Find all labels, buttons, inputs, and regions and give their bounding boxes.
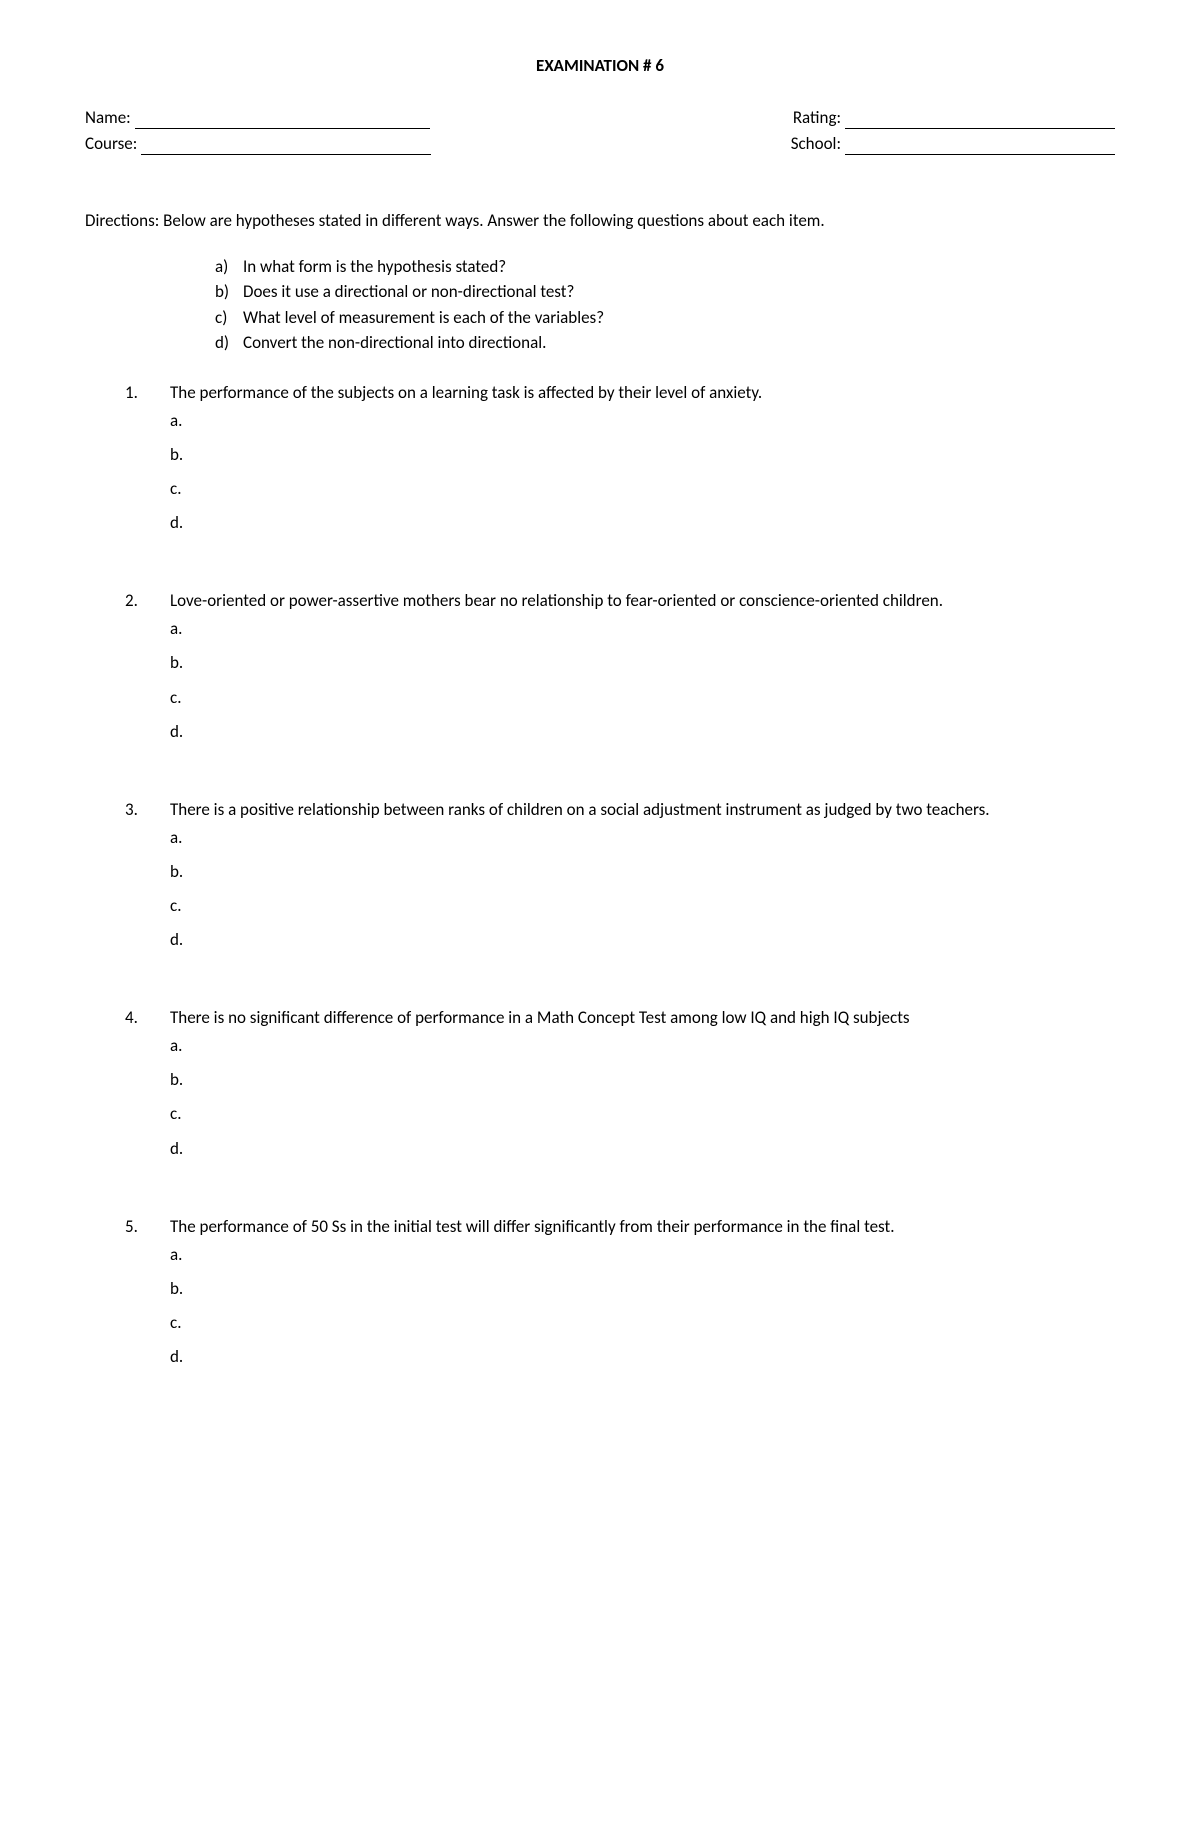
answer-letter: b. — [170, 861, 1115, 883]
school-input-line[interactable] — [845, 138, 1115, 155]
question-number: 3. — [125, 799, 170, 963]
question-number: 5. — [125, 1216, 170, 1380]
question-number: 4. — [125, 1007, 170, 1171]
sub-question: d) Convert the non-directional into dire… — [215, 332, 1115, 354]
sub-q-text: Convert the non-directional into directi… — [243, 332, 546, 354]
answer-letter: c. — [170, 1103, 1115, 1125]
info-row-2: Course: School: — [85, 133, 1115, 155]
sub-q-text: Does it use a directional or non-directi… — [243, 281, 574, 303]
info-row-1: Name: Rating: — [85, 107, 1115, 129]
question-number: 2. — [125, 590, 170, 754]
answer-letter: a. — [170, 410, 1115, 432]
answer-letter: d. — [170, 721, 1115, 743]
sub-q-letter: d) — [215, 332, 243, 354]
sub-q-text: In what form is the hypothesis stated? — [243, 256, 506, 278]
questions-list: 1.The performance of the subjects on a l… — [125, 382, 1115, 1380]
question-number: 1. — [125, 382, 170, 546]
question-body: There is no significant difference of pe… — [170, 1007, 1115, 1171]
sub-question: b) Does it use a directional or non-dire… — [215, 281, 1115, 303]
answer-letter: d. — [170, 1138, 1115, 1160]
answer-letter: c. — [170, 895, 1115, 917]
question-item: 3.There is a positive relationship betwe… — [125, 799, 1115, 963]
question-body: Love-oriented or power-assertive mothers… — [170, 590, 1115, 754]
course-input-line[interactable] — [141, 138, 431, 155]
answer-letter: b. — [170, 444, 1115, 466]
name-label: Name: — [85, 107, 135, 129]
answer-letter: d. — [170, 1346, 1115, 1368]
question-text: Love-oriented or power-assertive mothers… — [170, 590, 1115, 612]
question-item: 1.The performance of the subjects on a l… — [125, 382, 1115, 546]
sub-q-text: What level of measurement is each of the… — [243, 307, 604, 329]
name-input-line[interactable] — [135, 112, 430, 129]
sub-question: c) What level of measurement is each of … — [215, 307, 1115, 329]
sub-q-letter: a) — [215, 256, 243, 278]
question-body: There is a positive relationship between… — [170, 799, 1115, 963]
question-item: 4.There is no significant difference of … — [125, 1007, 1115, 1171]
question-text: The performance of the subjects on a lea… — [170, 382, 1115, 404]
question-item: 2.Love-oriented or power-assertive mothe… — [125, 590, 1115, 754]
exam-title: EXAMINATION # 6 — [85, 55, 1115, 77]
answer-letter: c. — [170, 1312, 1115, 1334]
answer-letter: c. — [170, 478, 1115, 500]
sub-q-letter: c) — [215, 307, 243, 329]
question-body: The performance of the subjects on a lea… — [170, 382, 1115, 546]
answer-letter: a. — [170, 1035, 1115, 1057]
sub-q-letter: b) — [215, 281, 243, 303]
answer-letter: c. — [170, 687, 1115, 709]
sub-question: a) In what form is the hypothesis stated… — [215, 256, 1115, 278]
school-label: School: — [791, 133, 845, 155]
answer-letter: d. — [170, 929, 1115, 951]
course-label: Course: — [85, 133, 141, 155]
question-body: The performance of 50 Ss in the initial … — [170, 1216, 1115, 1380]
answer-letter: a. — [170, 827, 1115, 849]
question-text: There is no significant difference of pe… — [170, 1007, 1115, 1029]
answer-letter: a. — [170, 1244, 1115, 1266]
question-item: 5.The performance of 50 Ss in the initia… — [125, 1216, 1115, 1380]
directions-text: Directions: Below are hypotheses stated … — [85, 210, 1115, 232]
sub-questions-list: a) In what form is the hypothesis stated… — [215, 256, 1115, 353]
answer-letter: b. — [170, 652, 1115, 674]
answer-letter: a. — [170, 618, 1115, 640]
rating-label: Rating: — [793, 107, 845, 129]
question-text: There is a positive relationship between… — [170, 799, 1115, 821]
answer-letter: b. — [170, 1069, 1115, 1091]
question-text: The performance of 50 Ss in the initial … — [170, 1216, 1115, 1238]
answer-letter: b. — [170, 1278, 1115, 1300]
rating-input-line[interactable] — [845, 112, 1115, 129]
answer-letter: d. — [170, 512, 1115, 534]
